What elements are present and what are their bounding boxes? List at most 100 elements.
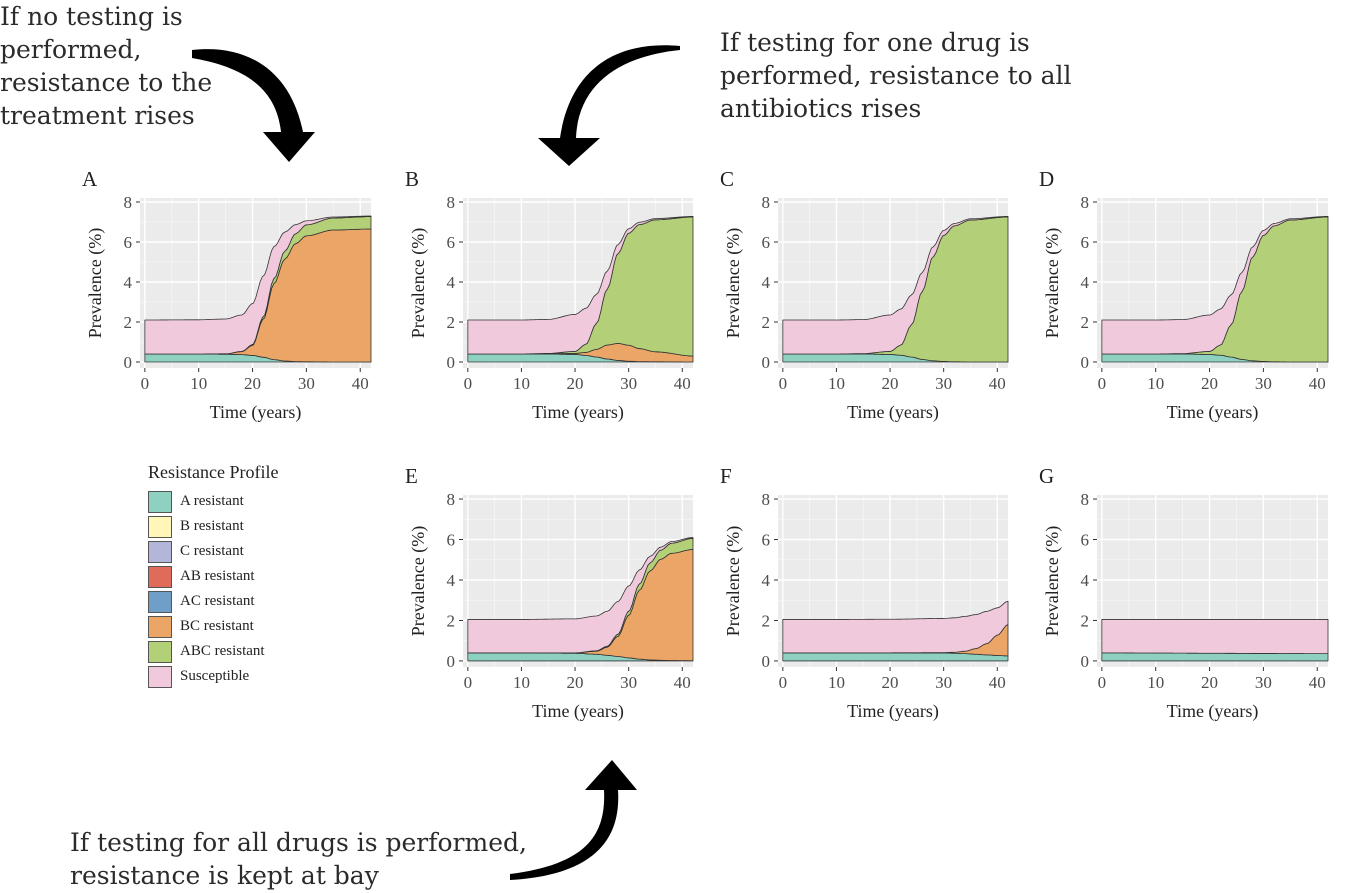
y-axis-title: Prevalence (%) <box>1042 526 1063 636</box>
area-susceptible <box>1101 216 1329 355</box>
y-tick-label: 8 <box>1081 193 1090 212</box>
y-tick-label: 6 <box>1081 531 1090 550</box>
y-tick-label: 0 <box>762 353 771 372</box>
y-tick-label: 6 <box>762 531 771 550</box>
panel-e: 0 10 20 30 40 0 2 4 6 8 Time (years) Prevalence (%)… <box>405 464 694 722</box>
legend-item: Susceptible <box>148 664 278 689</box>
x-axis-title: Time (years) <box>532 402 624 423</box>
x-tick-label: 40 <box>989 673 1006 692</box>
curved-arrow-b <box>538 45 680 166</box>
arrows-layer <box>192 45 680 880</box>
annotation-line: If testing for one drug is <box>720 28 1030 57</box>
y-tick-label: 6 <box>762 233 771 252</box>
y-tick-label: 4 <box>762 273 771 292</box>
y-tick-label: 2 <box>762 313 771 332</box>
legend-label: B resistant <box>180 518 244 534</box>
legend-label: Susceptible <box>180 668 250 684</box>
annotation-line: antibiotics rises <box>720 94 922 123</box>
y-tick-label: 4 <box>762 571 771 590</box>
x-tick-label: 30 <box>620 673 637 692</box>
annotation-line: If no testing is <box>0 2 183 31</box>
legend-item: C resistant <box>148 539 278 564</box>
y-tick-label: 4 <box>1081 273 1090 292</box>
curved-arrow-a <box>192 49 315 162</box>
legend-item: BC resistant <box>148 614 278 639</box>
x-tick-label: 40 <box>989 374 1006 393</box>
x-axis-title: Time (years) <box>210 402 302 423</box>
annotation-all-drugs: If testing for all drugs is performed, r… <box>70 826 527 892</box>
y-tick-label: 4 <box>124 273 133 292</box>
y-tick-label: 6 <box>447 531 456 550</box>
y-tick-label: 2 <box>447 611 456 630</box>
annotation-line: performed, resistance to all <box>720 61 1072 90</box>
x-tick-label: 0 <box>779 374 788 393</box>
y-tick-label: 0 <box>124 353 133 372</box>
area-a-resistant <box>1101 652 1329 662</box>
x-tick-label: 10 <box>1147 374 1164 393</box>
y-tick-label: 6 <box>447 233 456 252</box>
y-tick-label: 0 <box>447 353 456 372</box>
legend-swatch <box>148 640 172 663</box>
y-tick-label: 2 <box>762 611 771 630</box>
x-axis-title: Time (years) <box>532 701 624 722</box>
x-axis-title: Time (years) <box>1167 701 1259 722</box>
y-axis-title: Prevalence (%) <box>723 526 744 636</box>
panel-d: 0 10 20 30 40 0 2 4 6 8 Time (years) Prevalence (%)… <box>1039 167 1329 423</box>
y-tick-label: 8 <box>1081 490 1090 509</box>
annotation-line: treatment rises <box>0 101 195 130</box>
legend-label: BC resistant <box>180 618 254 634</box>
curved-arrow-e <box>510 760 637 880</box>
y-tick-label: 2 <box>1081 611 1090 630</box>
x-tick-label: 30 <box>1255 374 1272 393</box>
x-axis-title: Time (years) <box>1167 402 1259 423</box>
y-tick-label: 2 <box>1081 313 1090 332</box>
x-tick-label: 10 <box>513 673 530 692</box>
y-axis-title: Prevalence (%) <box>1042 228 1063 338</box>
area-susceptible <box>782 216 1009 355</box>
panel-label: G <box>1039 464 1054 488</box>
x-tick-label: 20 <box>1201 374 1218 393</box>
legend-label: ABC resistant <box>180 643 265 659</box>
legend-item: AB resistant <box>148 564 278 589</box>
y-tick-label: 4 <box>447 273 456 292</box>
area-susceptible <box>467 216 694 355</box>
x-tick-label: 40 <box>1309 673 1326 692</box>
x-tick-label: 10 <box>190 374 207 393</box>
area-susceptible <box>782 600 1009 654</box>
y-tick-label: 0 <box>1081 353 1090 372</box>
panel-label: C <box>720 167 734 191</box>
x-tick-label: 20 <box>882 374 899 393</box>
y-tick-label: 8 <box>124 193 133 212</box>
x-tick-label: 0 <box>464 673 473 692</box>
panel-label: A <box>82 167 98 191</box>
legend-swatch <box>148 665 172 688</box>
y-tick-label: 2 <box>447 313 456 332</box>
legend-swatch <box>148 565 172 588</box>
y-tick-label: 2 <box>124 313 133 332</box>
x-tick-label: 40 <box>1309 374 1326 393</box>
panel-label: E <box>405 464 418 488</box>
annotation-line: resistance to the <box>0 68 213 97</box>
legend-swatch <box>148 540 172 563</box>
y-tick-label: 8 <box>762 490 771 509</box>
y-axis-title: Prevalence (%) <box>408 228 429 338</box>
legend-item: A resistant <box>148 489 278 514</box>
x-tick-label: 20 <box>567 673 584 692</box>
y-axis-title: Prevalence (%) <box>408 526 429 636</box>
x-tick-label: 30 <box>620 374 637 393</box>
x-tick-label: 40 <box>352 374 369 393</box>
legend-item: AC resistant <box>148 589 278 614</box>
panel-label: B <box>405 167 419 191</box>
y-axis-title: Prevalence (%) <box>85 228 106 338</box>
area-susceptible <box>1101 619 1329 655</box>
panel-b: 0 10 20 30 40 0 2 4 6 8 Time (years) Prevalence (%)… <box>405 167 694 423</box>
y-axis-title: Prevalence (%) <box>723 228 744 338</box>
x-tick-label: 10 <box>828 673 845 692</box>
legend-label: A resistant <box>180 493 244 509</box>
legend-swatch <box>148 490 172 513</box>
y-tick-label: 8 <box>447 490 456 509</box>
x-tick-label: 0 <box>141 374 150 393</box>
annotation-line: resistance is kept at bay <box>70 861 379 890</box>
